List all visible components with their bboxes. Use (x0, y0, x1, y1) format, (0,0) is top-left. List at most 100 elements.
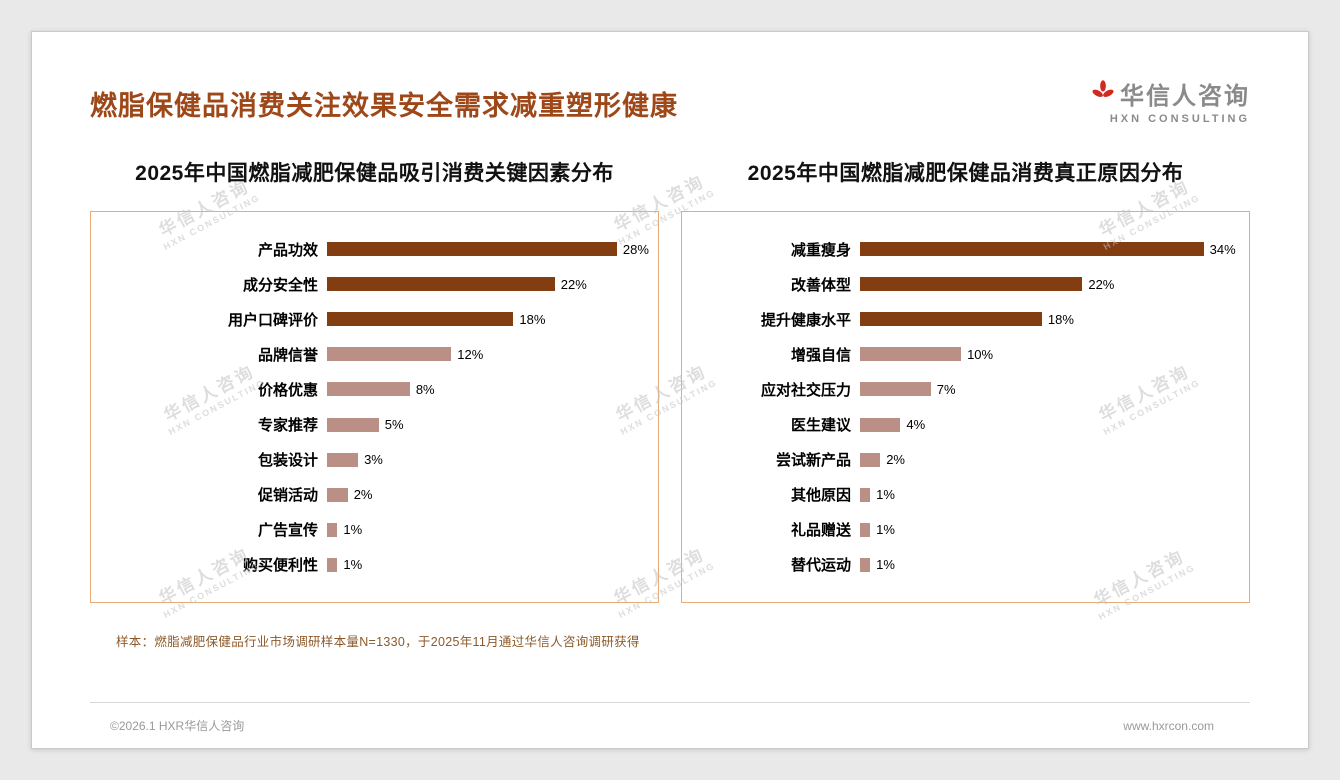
bar-value-label: 28% (622, 241, 649, 257)
bar-track: 2% (860, 452, 1239, 467)
bar-category-label: 用户口碑评价 (227, 311, 318, 329)
bar-row: 购买便利性 1% (91, 554, 648, 576)
bar-track: 10% (860, 347, 1239, 362)
bar-value-label: 2% (886, 452, 905, 468)
bar (860, 557, 871, 572)
bar-category-label: 替代运动 (790, 557, 851, 575)
bar-category-label: 提升健康水平 (760, 311, 851, 329)
chart-right-panel: 减重瘦身 34% 改善体型 22% 提升健康水平 18% 增强自信 10% 应对社交压力 7% 医生… (681, 211, 1250, 603)
bar-track: 28% (327, 241, 649, 257)
bar (327, 277, 555, 292)
bar-category-label: 成分安全性 (242, 276, 318, 294)
bar-category-label: 应对社交压力 (760, 381, 851, 399)
bar-category-label: 广告宣传 (257, 522, 318, 540)
bar-value-label: 22% (1088, 276, 1115, 292)
bar (327, 557, 338, 572)
bar-row: 产品功效 28% (91, 238, 649, 260)
chart-right-column: 2025年中国燃脂减肥保健品消费真正原因分布 减重瘦身 34% 改善体型 22% 提升健… (681, 157, 1250, 603)
header: 燃脂保健品消费关注效果安全需求减重塑形健康 华信人咨询 (90, 66, 1250, 125)
chart-left-panel: 产品功效 28% 成分安全性 22% 用户口碑评价 18% 品牌信誉 12% 价格优惠 8% 专家推… (90, 211, 659, 603)
bar-track: 8% (327, 382, 648, 397)
bar-category-label: 礼品赠送 (790, 522, 851, 540)
bar-value-label: 1% (343, 557, 363, 573)
bar-row: 应对社交压力 7% (682, 378, 1239, 400)
bar (327, 417, 379, 432)
bar (327, 452, 359, 467)
bar-track: 1% (860, 522, 1239, 537)
bar-row: 尝试新产品 2% (682, 449, 1239, 471)
bar (860, 487, 871, 502)
bar (860, 312, 1042, 327)
bar (860, 382, 931, 397)
bar (327, 312, 514, 327)
bar-track: 1% (327, 557, 648, 572)
bar-row: 专家推荐 5% (91, 414, 648, 436)
charts-row: 2025年中国燃脂减肥保健品吸引消费关键因素分布 产品功效 28% 成分安全性 22%… (90, 157, 1250, 603)
bar-row: 增强自信 10% (682, 343, 1239, 365)
bar-value-label: 3% (364, 452, 383, 468)
bar-value-label: 2% (353, 487, 373, 503)
bar-category-label: 尝试新产品 (775, 452, 851, 470)
bar-category-label: 减重瘦身 (790, 241, 851, 259)
bar-row: 用户口碑评价 18% (91, 308, 648, 330)
bar (860, 417, 901, 432)
bar-value-label: 1% (876, 557, 895, 573)
bar (327, 522, 338, 537)
bar-track: 1% (327, 522, 648, 537)
bar-category-label: 其他原因 (790, 487, 851, 505)
bar-track: 1% (860, 557, 1239, 572)
bar-category-label: 品牌信誉 (257, 346, 318, 364)
logo: 华信人咨询 HXN CONSULTING (1092, 66, 1250, 125)
bar (327, 487, 348, 502)
bar (860, 347, 962, 362)
bar-category-label: 增强自信 (790, 346, 851, 364)
bar (860, 522, 871, 537)
bar-track: 4% (860, 417, 1239, 432)
bar-value-label: 10% (967, 346, 994, 362)
bar-track: 12% (327, 347, 648, 362)
chart-right-title: 2025年中国燃脂减肥保健品消费真正原因分布 (747, 162, 1184, 185)
logo-subtitle: HXN CONSULTING (1109, 113, 1250, 125)
bar-row: 礼品赠送 1% (682, 519, 1239, 541)
bar-row: 广告宣传 1% (91, 519, 648, 541)
bar-value-label: 8% (415, 381, 435, 397)
bar-category-label: 价格优惠 (257, 381, 318, 399)
bar-row: 品牌信誉 12% (91, 343, 648, 365)
logo-flower-icon (1092, 79, 1114, 108)
chart-left-title: 2025年中国燃脂减肥保健品吸引消费关键因素分布 (135, 162, 614, 185)
bar-track: 34% (860, 242, 1239, 257)
bar-category-label: 专家推荐 (257, 417, 318, 435)
bar-value-label: 1% (876, 487, 895, 503)
bar-row: 促销活动 2% (91, 484, 648, 506)
slide-card: 华信人咨询 HXN CONSULTING 华信人咨询 HXN CONSULTING 华信… (31, 31, 1309, 749)
bar-value-label: 22% (560, 276, 587, 292)
bar-row: 价格优惠 8% (91, 378, 648, 400)
bar-row: 提升健康水平 18% (682, 308, 1239, 330)
bar-category-label: 促销活动 (257, 487, 318, 505)
footer-copyright: ©2026.1 HXR华信人咨询 (110, 719, 245, 733)
bar-category-label: 改善体型 (790, 276, 851, 294)
bar (860, 277, 1083, 292)
bar (860, 452, 881, 467)
bar-value-label: 1% (343, 522, 363, 538)
bar-track: 18% (327, 312, 648, 327)
bar-row: 成分安全性 22% (91, 273, 648, 295)
footer-website: www.hxrcon.com (1123, 718, 1214, 733)
bar-track: 5% (327, 417, 648, 432)
bar-category-label: 医生建议 (790, 417, 851, 435)
bar (327, 242, 617, 256)
bar-track: 22% (327, 277, 648, 292)
bar-category-label: 产品功效 (257, 241, 318, 259)
sample-footnote: 样本：燃脂减肥保健品行业市场调研样本量N=1330，于2025年11月通过华信人… (116, 635, 640, 649)
bar-row: 其他原因 1% (682, 484, 1239, 506)
bar-track: 18% (860, 312, 1239, 327)
bar-track: 1% (860, 487, 1239, 502)
bar-row: 改善体型 22% (682, 273, 1239, 295)
footer: ©2026.1 HXR华信人咨询 www.hxrcon.com (90, 702, 1250, 748)
bar-row: 替代运动 1% (682, 554, 1239, 576)
bar-value-label: 5% (384, 417, 404, 433)
bar-row: 包装设计 3% (91, 449, 648, 471)
bar-track: 22% (860, 277, 1239, 292)
chart-left-column: 2025年中国燃脂减肥保健品吸引消费关键因素分布 产品功效 28% 成分安全性 22%… (90, 157, 659, 603)
